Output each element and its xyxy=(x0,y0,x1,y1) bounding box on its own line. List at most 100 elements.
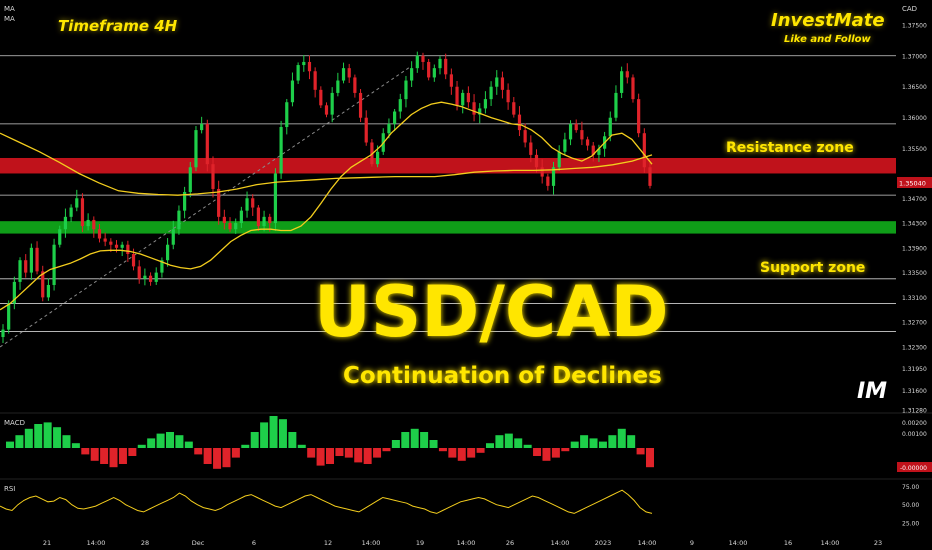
candle xyxy=(188,162,192,198)
candle-body xyxy=(540,167,544,177)
candle xyxy=(290,72,295,107)
candle xyxy=(7,300,11,334)
candle xyxy=(529,135,533,163)
candle-body xyxy=(177,210,181,230)
candle-body xyxy=(637,99,641,134)
y-tick-label: 1.31600 xyxy=(902,388,927,395)
rsi-line xyxy=(0,489,653,514)
candle xyxy=(24,254,28,278)
y-tick-label: 1.34300 xyxy=(902,221,927,228)
candle-body xyxy=(500,77,505,90)
candle-body xyxy=(63,216,68,230)
rsi-axis: 75.00 50.00 25.00 xyxy=(902,484,919,527)
macd-bar xyxy=(71,443,80,448)
x-tick-label: 14:00 xyxy=(821,539,840,547)
macd-bar xyxy=(495,435,504,448)
candle-body xyxy=(585,139,590,146)
candle xyxy=(143,268,147,286)
macd-bar xyxy=(100,448,109,464)
candle xyxy=(358,89,363,123)
candle xyxy=(551,161,556,195)
candle-body xyxy=(483,99,488,109)
candle-body xyxy=(591,145,595,155)
indicator-label-ma-1: MA xyxy=(4,5,15,13)
candle-body xyxy=(557,151,561,168)
candle-body xyxy=(330,92,334,115)
macd-bar xyxy=(504,433,513,448)
candle xyxy=(262,210,266,232)
macd-bar xyxy=(570,441,579,448)
macd-bar xyxy=(166,432,174,448)
x-tick-label: 14:00 xyxy=(87,539,106,547)
candle-body xyxy=(273,173,278,224)
candles xyxy=(1,51,652,343)
macd-bar xyxy=(194,448,203,455)
candle-body xyxy=(80,198,85,227)
candle-body xyxy=(364,117,368,143)
candle-body xyxy=(358,92,363,118)
candle xyxy=(449,68,453,95)
last-price-box xyxy=(897,177,932,188)
macd-bar xyxy=(438,448,447,452)
candle-body xyxy=(347,68,351,78)
price-zones xyxy=(0,157,896,234)
x-tick-label: 14:00 xyxy=(551,539,570,547)
candle-body xyxy=(228,223,232,230)
macd-bar xyxy=(184,441,193,448)
candle-body xyxy=(171,229,175,245)
candle xyxy=(211,156,215,198)
candle xyxy=(637,93,641,138)
candle-body xyxy=(285,102,289,128)
candle-body xyxy=(523,130,527,143)
candle xyxy=(302,55,306,72)
y-tick-label: 1.32300 xyxy=(902,344,927,351)
candle xyxy=(506,83,510,110)
candle xyxy=(330,87,334,123)
x-tick-label: 14:00 xyxy=(638,539,657,547)
candle-body xyxy=(24,260,28,273)
candle-body xyxy=(131,254,136,267)
candle xyxy=(165,238,170,267)
candle xyxy=(148,272,153,286)
candle xyxy=(35,241,39,275)
candle-body xyxy=(165,244,170,261)
chart-subtitle: Continuation of Declines xyxy=(343,363,662,389)
macd-tick-label: 0.00100 xyxy=(902,431,927,438)
candle-body xyxy=(620,71,624,93)
y-tick-label: 1.33900 xyxy=(902,245,927,252)
candle-body xyxy=(529,142,533,155)
y-tick-label: 1.33100 xyxy=(902,295,927,302)
macd-current-box xyxy=(897,462,932,472)
candle-body xyxy=(290,80,295,103)
macd-bar xyxy=(391,440,400,448)
candle-body xyxy=(41,271,45,298)
candle-body xyxy=(375,151,380,165)
rsi-label: RSI xyxy=(4,485,15,493)
candle-body xyxy=(92,219,96,230)
y-tick-label: 1.36500 xyxy=(902,84,927,91)
candle xyxy=(228,217,232,232)
candle-body xyxy=(421,55,425,62)
candle-body xyxy=(58,229,62,245)
candle xyxy=(466,86,470,108)
macd-bar xyxy=(231,448,240,458)
macd-bar xyxy=(476,448,485,453)
candle-body xyxy=(188,167,192,193)
candle-body xyxy=(404,80,408,100)
macd-bar xyxy=(147,438,156,448)
rsi-tick-label: 75.00 xyxy=(902,484,919,491)
ma-fast-line xyxy=(0,101,653,311)
candle-body xyxy=(52,244,56,285)
zone-0 xyxy=(0,157,896,174)
candle xyxy=(580,121,584,146)
macd-bar xyxy=(608,435,617,448)
x-tick-label: 14:00 xyxy=(729,539,748,547)
candle xyxy=(279,120,283,179)
logo-im: IM xyxy=(857,379,887,404)
candle xyxy=(461,89,465,114)
y-tick-label: 1.37500 xyxy=(902,22,927,29)
macd-bar xyxy=(382,448,391,452)
candle-body xyxy=(154,272,158,282)
macd-histogram xyxy=(6,416,654,469)
